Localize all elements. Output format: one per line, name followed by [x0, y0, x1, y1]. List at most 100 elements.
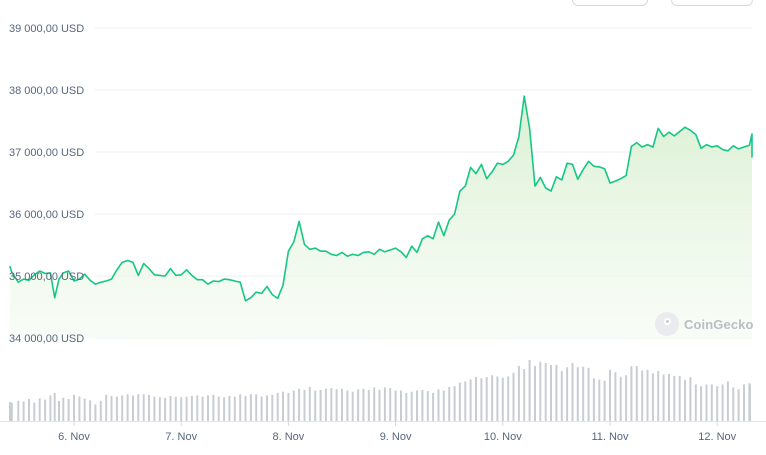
volume-bar [174, 396, 177, 421]
volume-bar [544, 363, 547, 421]
volume-bar [389, 388, 392, 421]
volume-bar [635, 366, 638, 421]
y-axis-labels: 39 000,00 USD 38 000,00 USD 37 000,00 USD 3… [9, 23, 84, 345]
volume-bar [432, 392, 435, 421]
volume-bar [292, 390, 295, 421]
volume-bar [684, 380, 686, 421]
volume-bar [694, 384, 697, 421]
volume-bar [62, 397, 65, 421]
range-tab-button[interactable] [572, 0, 648, 6]
volume-bar [496, 376, 499, 421]
volume-bar [442, 390, 445, 421]
volume-bar [142, 394, 145, 421]
volume-bar [619, 377, 622, 421]
volume-bar [726, 381, 729, 421]
volume-bar [287, 392, 290, 421]
volume-bar [73, 394, 75, 421]
volume-bar [137, 394, 140, 421]
price-line-group [9, 95, 753, 302]
volume-bar [416, 390, 418, 421]
volume-bar [383, 387, 386, 421]
volume-bar [260, 396, 263, 421]
volume-bar [228, 396, 231, 421]
volume-bar [458, 382, 461, 421]
volume-bar [464, 381, 467, 421]
volume-bar [657, 371, 660, 421]
volume-bar [207, 395, 209, 421]
volume-bar [308, 386, 311, 421]
volume-bar [410, 391, 413, 421]
volume-bar [528, 360, 531, 421]
volume-bar [346, 390, 349, 421]
volume-bar [223, 397, 226, 421]
volume-bars [0, 360, 766, 422]
volume-bar [148, 394, 150, 421]
volume-bar [330, 388, 333, 421]
volume-bar [83, 398, 86, 421]
volume-bar [233, 396, 236, 421]
volume-bar [678, 375, 681, 421]
volume-bar [517, 366, 520, 421]
volume-bar [651, 373, 654, 421]
volume-bar [592, 378, 595, 421]
volume-bar [582, 366, 585, 421]
volume-bar [28, 399, 30, 421]
y-tick-label: 34 000,00 USD [9, 333, 84, 345]
volume-bar [373, 387, 376, 421]
volume-bar [357, 389, 360, 421]
x-tick-label: 8. Nov [273, 431, 305, 443]
volume-bar [609, 369, 611, 421]
volume-bar [212, 394, 215, 421]
volume-bar [700, 386, 703, 421]
y-tick-label: 38 000,00 USD [9, 85, 84, 97]
volume-bar [598, 379, 601, 421]
range-tab-button[interactable] [671, 0, 753, 6]
volume-bar [555, 364, 558, 421]
volume-bar [625, 375, 628, 422]
price-area [10, 96, 752, 338]
volume-bar [405, 392, 408, 421]
volume-bar [53, 392, 56, 421]
volume-bar [566, 367, 569, 421]
volume-bar [716, 386, 719, 421]
volume-bar [448, 386, 451, 421]
volume-bar [190, 396, 193, 421]
volume-bar [641, 370, 644, 421]
volume-bar [105, 394, 108, 421]
volume-bar [49, 395, 52, 421]
y-tick-label: 39 000,00 USD [9, 23, 84, 35]
x-tick-label: 9. Nov [380, 431, 412, 443]
volume-bar [749, 405, 751, 421]
volume-bar [38, 398, 41, 421]
volume-bar [668, 374, 670, 421]
volume-bar [378, 389, 381, 421]
volume-bar [550, 364, 552, 421]
volume-bar [362, 388, 365, 421]
watermark-text: CoinGecko [684, 316, 754, 332]
volume-bar [44, 399, 47, 421]
price-line [9, 95, 753, 302]
x-tick-label: 6. Nov [58, 431, 90, 443]
volume-bar [319, 389, 322, 421]
volume-bar [662, 374, 665, 421]
y-tick-label: 36 000,00 USD [9, 209, 84, 221]
volume-bar [115, 396, 118, 421]
x-tick-label: 12. Nov [698, 431, 736, 443]
volume-bar [743, 384, 745, 421]
volume-bar [158, 397, 161, 421]
volume-bar [335, 389, 338, 421]
volume-bar [485, 377, 488, 421]
volume-bar [501, 377, 504, 421]
volume-bar [99, 400, 102, 421]
volume-bar [217, 396, 220, 421]
volume-bar [560, 371, 563, 421]
volume-bar [78, 396, 81, 421]
volume-bar [17, 400, 20, 421]
volume-bar [244, 396, 247, 421]
volume-bar [271, 394, 274, 421]
volume-bar [282, 391, 284, 421]
coingecko-watermark: CoinGecko [655, 312, 754, 336]
volume-bar [121, 395, 124, 421]
volume-bar [491, 375, 494, 422]
